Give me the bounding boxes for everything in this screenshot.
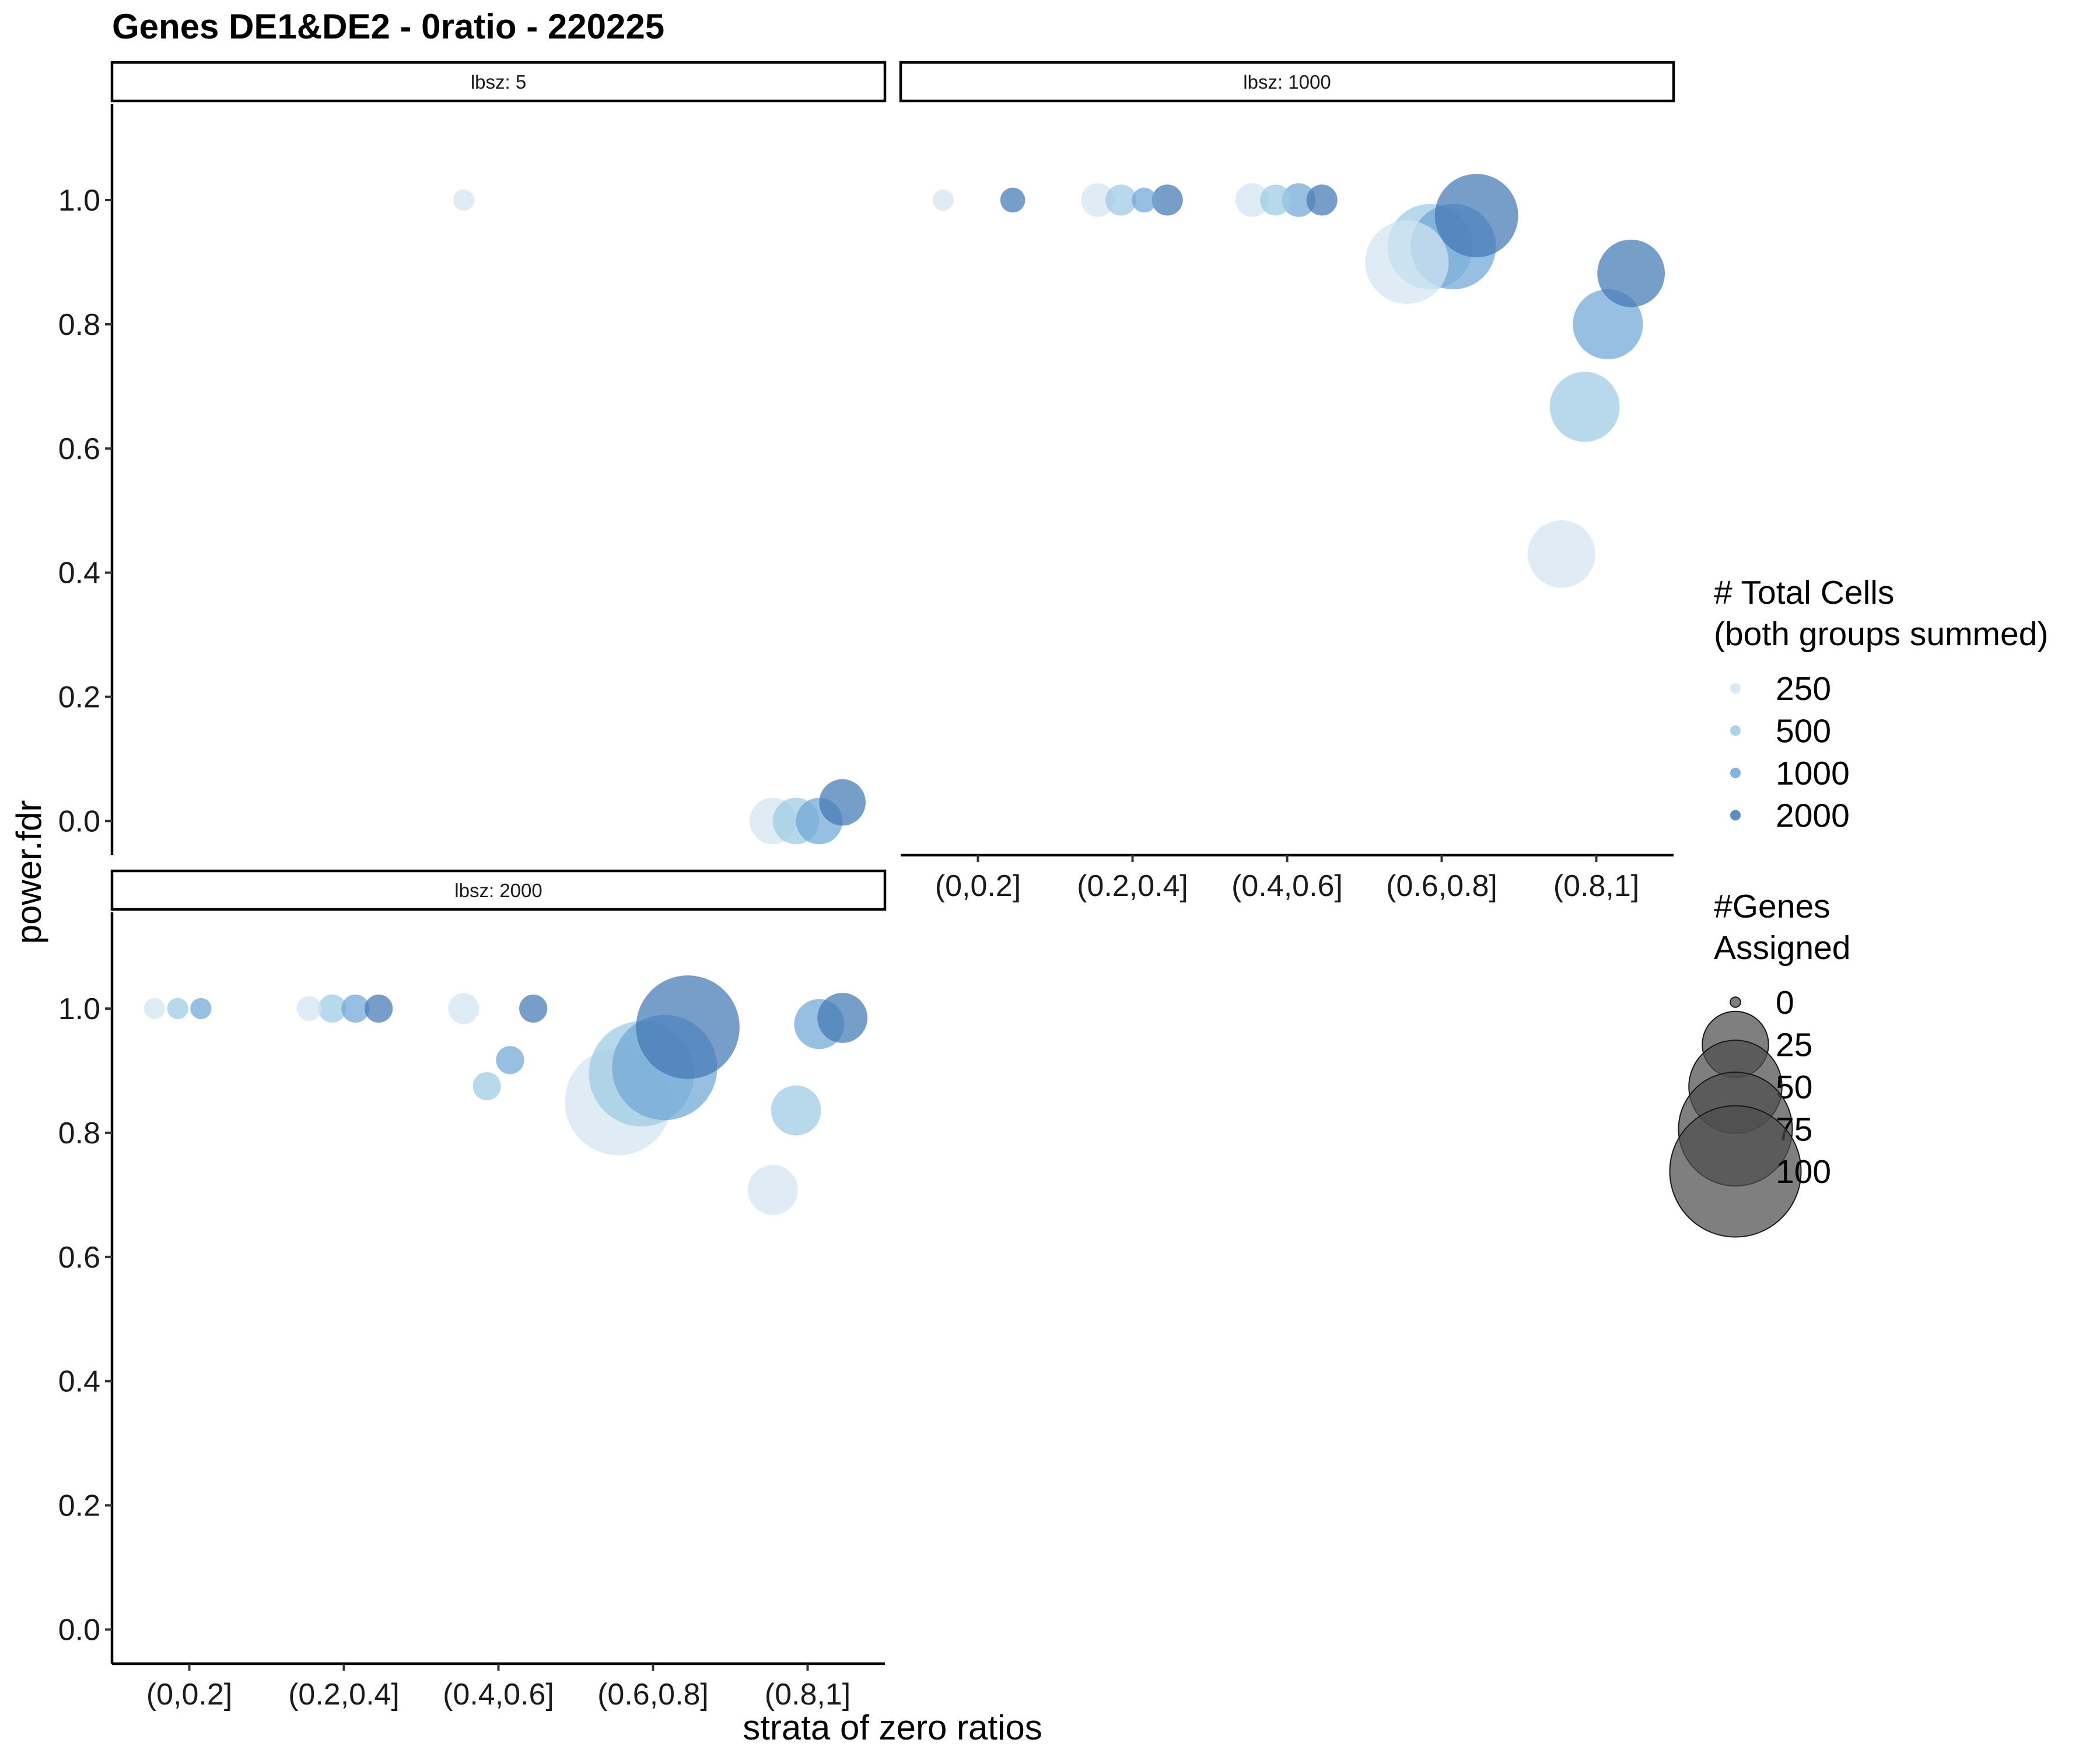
y-tick-label: 0.6 <box>58 1241 100 1275</box>
x-tick-label: (0.6,0.8] <box>597 1678 709 1712</box>
legend: # Total Cells(both groups summed)2505001… <box>1669 574 2048 1238</box>
data-point <box>1573 289 1643 359</box>
data-point <box>144 998 166 1020</box>
x-tick-label: (0.4,0.6] <box>1231 869 1343 903</box>
data-point <box>296 996 322 1021</box>
data-point <box>496 1046 524 1074</box>
x-tick-label: (0.6,0.8] <box>1386 869 1497 903</box>
y-tick-label: 0.4 <box>58 556 100 590</box>
legend-size-swatch <box>1669 1105 1802 1238</box>
y-tick-label: 0.2 <box>58 1489 100 1523</box>
data-point <box>1000 187 1026 213</box>
data-point <box>1549 372 1620 442</box>
x-tick-label: (0.4,0.6] <box>443 1678 554 1712</box>
data-point <box>519 994 548 1023</box>
x-tick-label: (0.2,0.4] <box>288 1678 400 1712</box>
data-point <box>448 993 480 1024</box>
panel-strip <box>110 61 887 103</box>
legend-color-swatch <box>1730 768 1741 778</box>
x-tick-label: (0,0.2] <box>935 869 1021 903</box>
data-point <box>1236 183 1269 217</box>
data-point <box>167 998 188 1020</box>
panels: lbsz: 5 0.0 0.2 0.4 0.6 0.8 1.0 lbsz: 1000 (0,0.… <box>58 61 1675 1712</box>
panel-2: lbsz: 1000 (0,0.2] (0.2,0.4] (0.4,0.6] (0.6,… <box>899 61 1675 903</box>
data-point <box>190 998 212 1020</box>
legend-color-label: 1000 <box>1776 755 1850 792</box>
legend-size-swatch <box>1730 996 1741 1008</box>
data-point <box>1434 174 1518 258</box>
legend-size-label: 25 <box>1776 1027 1812 1064</box>
legend-size-label: 0 <box>1776 984 1794 1021</box>
data-point <box>1306 184 1338 216</box>
legend-size-title: Assigned <box>1714 929 1851 967</box>
data-point <box>817 993 868 1043</box>
panel-strip <box>899 61 1675 103</box>
legend-color-title: # Total Cells <box>1714 574 1894 611</box>
data-point <box>1105 184 1137 216</box>
data-point <box>747 1164 798 1215</box>
data-point <box>365 994 393 1023</box>
y-tick-label: 1.0 <box>58 992 100 1026</box>
legend-color-swatch <box>1730 683 1741 694</box>
data-point <box>771 1085 821 1136</box>
legend-color-label: 500 <box>1776 713 1831 750</box>
x-tick-label: (0.8,1] <box>765 1678 850 1712</box>
data-point <box>819 779 866 826</box>
y-tick-label: 1.0 <box>58 184 100 218</box>
data-point <box>1365 220 1449 304</box>
panel-strip <box>110 869 887 911</box>
panel-1: lbsz: 5 0.0 0.2 0.4 0.6 0.8 1.0 <box>58 61 887 855</box>
legend-color-label: 250 <box>1776 670 1831 708</box>
data-point <box>1152 184 1183 216</box>
panel-strip-label: lbsz: 1000 <box>1243 71 1331 93</box>
data-point <box>1132 187 1157 213</box>
data-point <box>318 994 346 1023</box>
x-axis-title: strata of zero ratios <box>743 1708 1042 1747</box>
chart-title: Genes DE1&DE2 - 0ratio - 220225 <box>112 7 664 46</box>
data-point <box>1260 184 1292 216</box>
y-tick-label: 0.0 <box>58 804 100 838</box>
data-point <box>453 189 475 211</box>
y-tick-label: 0.0 <box>58 1613 100 1647</box>
legend-color-label: 2000 <box>1776 797 1850 835</box>
x-tick-label: (0.8,1] <box>1553 869 1639 903</box>
y-tick-label: 0.2 <box>58 681 100 715</box>
legend-color-swatch <box>1730 725 1741 736</box>
panel-3: lbsz: 2000 0.0 0.2 0.4 0.6 0.8 1.0 (0,0.2] (0.2,… <box>58 869 887 1712</box>
data-point <box>1081 183 1115 217</box>
legend-size-label: 100 <box>1776 1153 1831 1191</box>
y-axis-title: power.fdr <box>9 800 48 944</box>
y-tick-label: 0.6 <box>58 432 100 466</box>
data-point <box>932 189 954 211</box>
panel-strip-label: lbsz: 5 <box>471 71 526 93</box>
panel-strip-label: lbsz: 2000 <box>454 880 542 901</box>
legend-color-swatch <box>1730 810 1741 821</box>
y-tick-label: 0.8 <box>58 1116 100 1150</box>
data-point <box>1282 183 1316 217</box>
legend-size-title: #Genes <box>1714 888 1831 925</box>
data-point <box>1528 520 1595 588</box>
y-tick-label: 0.4 <box>58 1365 100 1399</box>
y-tick-label: 0.8 <box>58 308 100 342</box>
x-tick-label: (0,0.2] <box>146 1678 232 1712</box>
x-tick-label: (0.2,0.4] <box>1077 869 1188 903</box>
data-point <box>636 975 740 1079</box>
data-point <box>1597 239 1665 307</box>
data-point <box>473 1072 501 1101</box>
data-point <box>341 994 370 1023</box>
legend-color-title: (both groups summed) <box>1714 615 2048 653</box>
